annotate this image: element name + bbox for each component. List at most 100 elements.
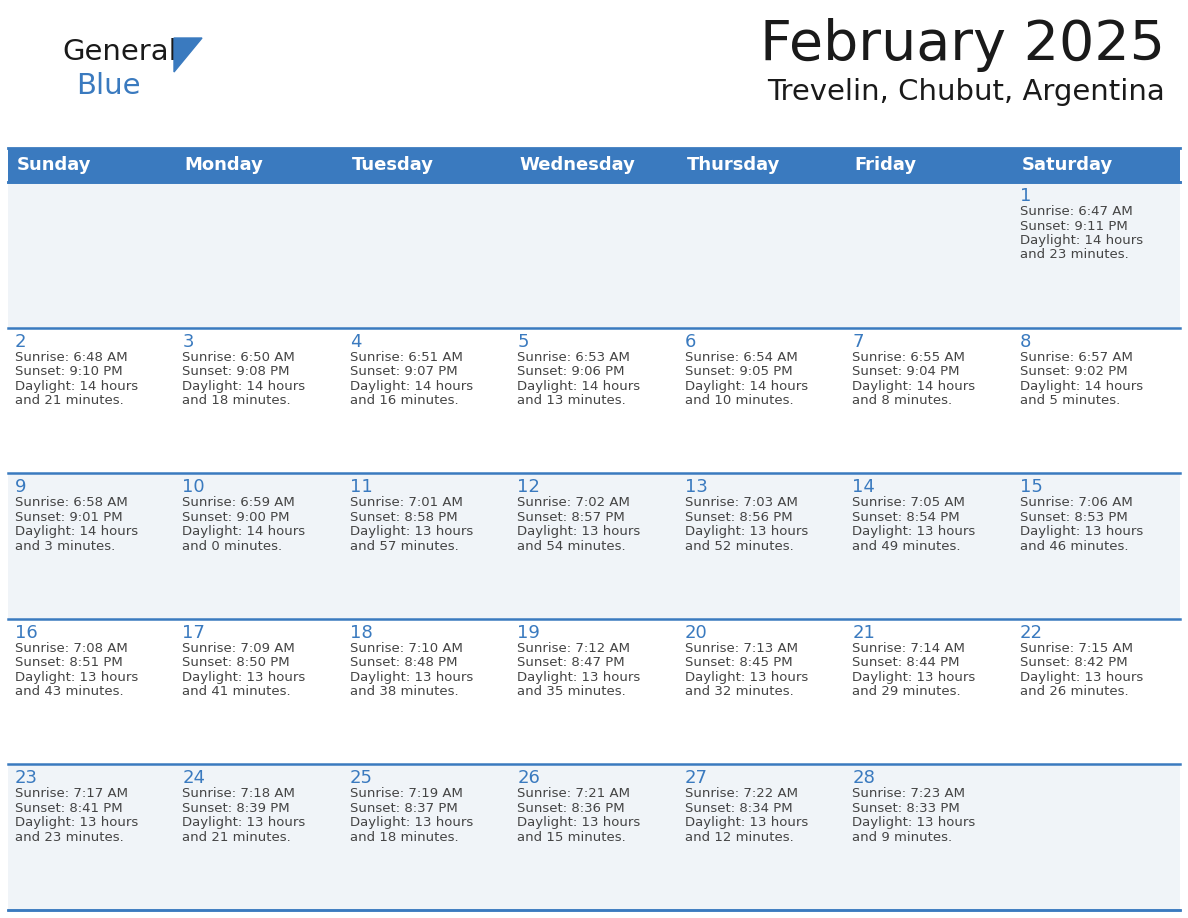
Text: Sunset: 8:53 PM: Sunset: 8:53 PM — [1019, 510, 1127, 523]
Bar — [845, 619, 1012, 765]
Text: and 10 minutes.: and 10 minutes. — [684, 394, 794, 407]
Bar — [176, 473, 343, 619]
Text: Blue: Blue — [76, 72, 140, 100]
Text: 17: 17 — [183, 624, 206, 642]
Text: 8: 8 — [1019, 332, 1031, 351]
Text: Sunset: 9:08 PM: Sunset: 9:08 PM — [183, 365, 290, 378]
Text: Sunrise: 6:48 AM: Sunrise: 6:48 AM — [15, 351, 127, 364]
Text: Sunrise: 7:02 AM: Sunrise: 7:02 AM — [517, 497, 630, 509]
Text: and 49 minutes.: and 49 minutes. — [852, 540, 961, 553]
Text: Sunset: 8:36 PM: Sunset: 8:36 PM — [517, 802, 625, 815]
Text: and 35 minutes.: and 35 minutes. — [517, 686, 626, 699]
Bar — [176, 619, 343, 765]
Text: Daylight: 13 hours: Daylight: 13 hours — [15, 816, 138, 829]
Text: Thursday: Thursday — [687, 156, 781, 174]
Text: 25: 25 — [349, 769, 373, 788]
Text: Monday: Monday — [184, 156, 264, 174]
Text: 11: 11 — [349, 478, 373, 497]
Text: and 54 minutes.: and 54 minutes. — [517, 540, 626, 553]
Text: 6: 6 — [684, 332, 696, 351]
Bar — [1012, 473, 1180, 619]
Text: Sunset: 8:39 PM: Sunset: 8:39 PM — [183, 802, 290, 815]
Text: Sunset: 8:57 PM: Sunset: 8:57 PM — [517, 510, 625, 523]
Bar — [1012, 765, 1180, 910]
Text: Sunrise: 7:09 AM: Sunrise: 7:09 AM — [183, 642, 295, 655]
Text: Sunset: 8:44 PM: Sunset: 8:44 PM — [852, 656, 960, 669]
Text: Sunrise: 7:15 AM: Sunrise: 7:15 AM — [1019, 642, 1132, 655]
Bar — [845, 765, 1012, 910]
Bar — [511, 328, 677, 473]
Text: and 43 minutes.: and 43 minutes. — [15, 686, 124, 699]
Bar — [8, 148, 176, 182]
Text: Sunrise: 7:14 AM: Sunrise: 7:14 AM — [852, 642, 965, 655]
Text: 20: 20 — [684, 624, 708, 642]
Text: Sunrise: 6:58 AM: Sunrise: 6:58 AM — [15, 497, 128, 509]
Text: Daylight: 14 hours: Daylight: 14 hours — [349, 380, 473, 393]
Text: Sunset: 9:00 PM: Sunset: 9:00 PM — [183, 510, 290, 523]
Text: Daylight: 13 hours: Daylight: 13 hours — [349, 671, 473, 684]
Text: Daylight: 13 hours: Daylight: 13 hours — [684, 671, 808, 684]
Bar — [343, 328, 511, 473]
Text: 22: 22 — [1019, 624, 1043, 642]
Text: Sunrise: 7:18 AM: Sunrise: 7:18 AM — [183, 788, 296, 800]
Bar — [176, 328, 343, 473]
Text: Daylight: 13 hours: Daylight: 13 hours — [517, 816, 640, 829]
Text: Sunset: 8:41 PM: Sunset: 8:41 PM — [15, 802, 122, 815]
Text: Daylight: 13 hours: Daylight: 13 hours — [852, 671, 975, 684]
Bar — [8, 765, 176, 910]
Text: and 21 minutes.: and 21 minutes. — [15, 394, 124, 407]
Text: and 0 minutes.: and 0 minutes. — [183, 540, 283, 553]
Text: Sunrise: 7:06 AM: Sunrise: 7:06 AM — [1019, 497, 1132, 509]
Text: and 23 minutes.: and 23 minutes. — [15, 831, 124, 844]
Text: Sunrise: 6:59 AM: Sunrise: 6:59 AM — [183, 497, 295, 509]
Bar — [677, 473, 845, 619]
Text: and 18 minutes.: and 18 minutes. — [183, 394, 291, 407]
Text: 5: 5 — [517, 332, 529, 351]
Bar — [343, 148, 511, 182]
Text: Sunset: 9:07 PM: Sunset: 9:07 PM — [349, 365, 457, 378]
Text: Sunset: 8:50 PM: Sunset: 8:50 PM — [183, 656, 290, 669]
Text: Sunrise: 7:10 AM: Sunrise: 7:10 AM — [349, 642, 463, 655]
Bar — [511, 473, 677, 619]
Text: and 15 minutes.: and 15 minutes. — [517, 831, 626, 844]
Text: Sunrise: 7:08 AM: Sunrise: 7:08 AM — [15, 642, 128, 655]
Bar — [176, 182, 343, 328]
Text: and 57 minutes.: and 57 minutes. — [349, 540, 459, 553]
Bar — [1012, 328, 1180, 473]
Text: Sunset: 9:11 PM: Sunset: 9:11 PM — [1019, 219, 1127, 232]
Text: Sunday: Sunday — [17, 156, 91, 174]
Text: and 29 minutes.: and 29 minutes. — [852, 686, 961, 699]
Text: and 41 minutes.: and 41 minutes. — [183, 686, 291, 699]
Text: 7: 7 — [852, 332, 864, 351]
Text: Daylight: 13 hours: Daylight: 13 hours — [349, 525, 473, 538]
Text: 12: 12 — [517, 478, 541, 497]
Bar — [176, 148, 343, 182]
Text: Sunrise: 6:54 AM: Sunrise: 6:54 AM — [684, 351, 797, 364]
Text: and 32 minutes.: and 32 minutes. — [684, 686, 794, 699]
Text: and 21 minutes.: and 21 minutes. — [183, 831, 291, 844]
Text: Sunset: 8:47 PM: Sunset: 8:47 PM — [517, 656, 625, 669]
Text: Sunrise: 7:22 AM: Sunrise: 7:22 AM — [684, 788, 797, 800]
Text: Sunset: 8:54 PM: Sunset: 8:54 PM — [852, 510, 960, 523]
Bar — [845, 182, 1012, 328]
Text: Daylight: 13 hours: Daylight: 13 hours — [517, 525, 640, 538]
Bar — [511, 182, 677, 328]
Text: Sunrise: 7:23 AM: Sunrise: 7:23 AM — [852, 788, 965, 800]
Text: Sunset: 8:34 PM: Sunset: 8:34 PM — [684, 802, 792, 815]
Text: 18: 18 — [349, 624, 373, 642]
Text: Sunset: 8:45 PM: Sunset: 8:45 PM — [684, 656, 792, 669]
Text: and 18 minutes.: and 18 minutes. — [349, 831, 459, 844]
Text: Daylight: 14 hours: Daylight: 14 hours — [517, 380, 640, 393]
Text: Sunrise: 7:13 AM: Sunrise: 7:13 AM — [684, 642, 797, 655]
Text: 28: 28 — [852, 769, 876, 788]
Text: and 52 minutes.: and 52 minutes. — [684, 540, 794, 553]
Bar — [677, 328, 845, 473]
Bar — [677, 619, 845, 765]
Text: Sunset: 8:56 PM: Sunset: 8:56 PM — [684, 510, 792, 523]
Text: Sunset: 8:42 PM: Sunset: 8:42 PM — [1019, 656, 1127, 669]
Text: Sunrise: 7:21 AM: Sunrise: 7:21 AM — [517, 788, 631, 800]
Bar — [8, 619, 176, 765]
Text: Sunrise: 6:55 AM: Sunrise: 6:55 AM — [852, 351, 965, 364]
Bar — [343, 473, 511, 619]
Text: 1: 1 — [1019, 187, 1031, 205]
